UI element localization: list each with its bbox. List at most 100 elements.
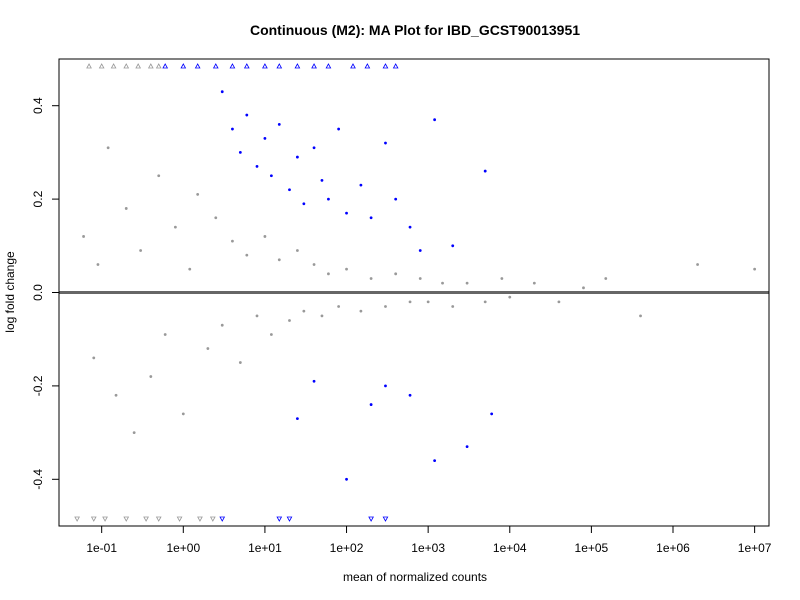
data-point xyxy=(532,281,536,285)
clipped-up-marker xyxy=(262,63,268,69)
significant-point xyxy=(312,146,316,150)
y-axis: -0.4 -0.2 0.0 0.2 0.4 xyxy=(31,97,60,490)
significant-point xyxy=(359,183,363,187)
x-axis-label: mean of normalized counts xyxy=(343,570,487,584)
significant-point xyxy=(483,169,487,173)
data-point xyxy=(327,272,330,276)
significant-point xyxy=(220,90,224,94)
data-point xyxy=(255,314,259,318)
data-point xyxy=(269,333,273,336)
y-tick-label: 0.4 xyxy=(31,97,45,114)
clipped-up-marker xyxy=(364,63,371,69)
data-point xyxy=(394,272,398,276)
data-point xyxy=(337,305,341,308)
data-point xyxy=(163,333,167,336)
data-point xyxy=(288,319,291,322)
y-tick-label: 0.2 xyxy=(31,190,45,207)
clipped-up-marker xyxy=(294,63,301,69)
significant-point xyxy=(384,141,387,145)
data-point xyxy=(451,305,455,308)
significant-point xyxy=(327,197,330,201)
x-tick-label: 1e+05 xyxy=(575,541,609,555)
data-point xyxy=(124,207,128,210)
clipped-down-marker xyxy=(276,516,283,522)
data-point xyxy=(604,277,608,280)
significant-point xyxy=(312,379,316,383)
clipped-up-marker xyxy=(98,63,105,69)
clipped-up-marker xyxy=(180,63,187,69)
clipped-down-marker xyxy=(219,516,226,522)
data-point xyxy=(173,225,177,229)
clipped-down-marker xyxy=(102,516,108,522)
data-point xyxy=(114,393,118,397)
data-point xyxy=(418,277,422,280)
data-point xyxy=(408,300,412,304)
data-point xyxy=(96,263,100,266)
significant-point xyxy=(369,216,373,220)
data-point xyxy=(82,235,85,238)
data-point xyxy=(582,286,585,290)
data-point xyxy=(696,263,699,266)
data-point xyxy=(139,249,143,252)
significant-point xyxy=(433,459,437,463)
data-point xyxy=(238,361,242,364)
clipped-up-marker xyxy=(110,63,117,69)
data-point xyxy=(220,323,224,327)
significant-point xyxy=(384,384,387,388)
clipped-up-marker xyxy=(123,63,130,69)
clipped-up-marker xyxy=(325,63,332,69)
clipped-up-marker xyxy=(229,63,236,69)
significant-point xyxy=(255,165,259,168)
data-point xyxy=(92,356,96,360)
data-point xyxy=(181,412,185,416)
clipped-up-marker xyxy=(311,63,317,69)
significant-point xyxy=(231,127,234,131)
clipped-up-marker xyxy=(382,63,389,69)
data-point xyxy=(500,277,504,280)
clipped-down-marker xyxy=(143,516,149,522)
clipped-up-marker xyxy=(162,63,169,69)
clipped-down-marker xyxy=(176,516,183,522)
significant-point xyxy=(418,249,422,252)
significant-point xyxy=(465,445,469,449)
data-point xyxy=(263,235,267,238)
significant-point xyxy=(263,136,267,140)
significant-point xyxy=(490,412,494,416)
data-point xyxy=(302,309,306,313)
y-tick-label: -0.2 xyxy=(31,375,45,396)
clipped-down-marker xyxy=(286,516,293,522)
significant-point xyxy=(394,197,398,201)
data-point xyxy=(384,305,387,308)
data-point xyxy=(639,314,642,318)
x-tick-label: 1e+03 xyxy=(411,541,445,555)
clipped-down-marker xyxy=(155,516,162,522)
significant-point xyxy=(320,179,324,182)
data-point xyxy=(320,314,324,318)
x-tick-label: 1e+01 xyxy=(248,541,282,555)
data-point xyxy=(508,295,512,299)
data-point xyxy=(214,216,218,220)
data-point xyxy=(345,267,348,271)
x-tick-label: 1e+02 xyxy=(330,541,364,555)
clipped-up-marker xyxy=(155,63,162,69)
clipped-down-marker xyxy=(90,516,97,522)
data-point xyxy=(483,300,487,304)
data-point xyxy=(465,281,469,285)
clipped-up-marker xyxy=(86,63,92,69)
clipped-down-marker xyxy=(197,516,203,522)
data-point xyxy=(132,431,136,434)
x-tick-label: 1e-01 xyxy=(86,541,117,555)
significant-point xyxy=(451,244,455,248)
significant-point xyxy=(408,225,412,229)
significant-point xyxy=(288,188,291,192)
chart-title: Continuous (M2): MA Plot for IBD_GCST900… xyxy=(250,22,580,38)
significant-point xyxy=(238,151,242,154)
data-point xyxy=(277,258,281,262)
significant-point xyxy=(277,122,281,126)
clipped-up-marker xyxy=(212,63,219,69)
significant-point xyxy=(345,477,348,481)
data-point xyxy=(149,375,153,378)
data-point xyxy=(231,239,234,243)
clipped-up-marker xyxy=(243,63,250,69)
clipped-up-marker xyxy=(276,63,283,69)
